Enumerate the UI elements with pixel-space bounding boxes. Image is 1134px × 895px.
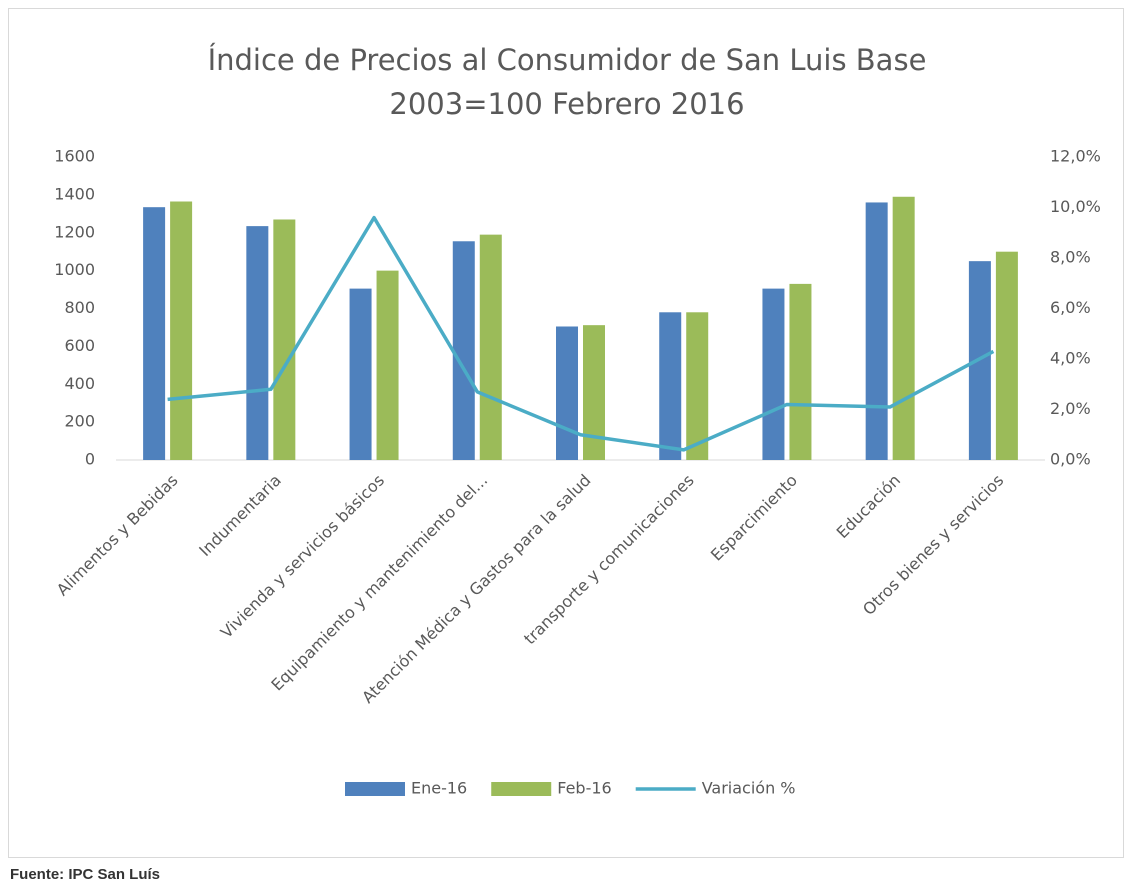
x-tick-label: Educación: [833, 471, 905, 543]
x-tick-label: Vivienda y servicios básicos: [217, 471, 388, 642]
line: [167, 215, 995, 452]
bar: [479, 234, 502, 460]
bar: [452, 241, 475, 460]
y-tick-label: 400: [64, 374, 95, 393]
bar: [376, 270, 399, 460]
bar: [349, 288, 372, 460]
chart-title: Índice de Precios al Consumidor de San L…: [207, 43, 927, 121]
bar: [686, 312, 709, 460]
y2-tick-label: 8,0%: [1050, 248, 1091, 267]
chart-frame: [8, 8, 1124, 858]
x-tick-label: Equipamiento y mantenimiento del...: [267, 471, 491, 695]
y-tick-label: 200: [64, 412, 95, 431]
y2-tick-label: 4,0%: [1050, 349, 1091, 368]
bar: [273, 219, 296, 460]
bar: [659, 312, 682, 460]
bar: [865, 202, 888, 460]
y-tick-label: 800: [64, 298, 95, 317]
bar: [246, 226, 269, 460]
bar: [143, 207, 166, 460]
x-tick-label: Atención Médica y Gastos para la salud: [358, 471, 594, 707]
bar: [789, 283, 812, 460]
x-tick-label: Alimentos y Bebidas: [53, 471, 182, 600]
y2-tick-label: 6,0%: [1050, 298, 1091, 317]
bar: [892, 196, 915, 461]
y-tick-label: 1600: [54, 147, 95, 166]
bar: [170, 201, 193, 461]
legend-label: Ene-16: [411, 779, 467, 798]
x-tick-label: transporte y comunicaciones: [520, 471, 698, 649]
y2-tick-label: 12,0%: [1050, 147, 1101, 166]
y-tick-label: 1400: [54, 184, 95, 203]
x-tick-label: Esparcimiento: [707, 471, 801, 565]
bar: [762, 288, 785, 460]
y2-tick-label: 0,0%: [1050, 450, 1091, 469]
y-tick-label: 600: [64, 336, 95, 355]
bar: [583, 325, 605, 460]
x-tick-label: Indumentaria: [195, 471, 285, 561]
y-tick-label: 0: [85, 450, 95, 469]
y2-tick-label: 2,0%: [1050, 399, 1091, 418]
legend-label: Feb-16: [557, 779, 611, 798]
bar: [995, 251, 1018, 460]
y-tick-label: 1000: [54, 260, 95, 279]
source-note: Fuente: IPC San Luís: [10, 866, 161, 883]
y-tick-label: 1200: [54, 222, 95, 241]
bar: [556, 326, 578, 460]
legend-label: Variación %: [702, 779, 796, 798]
legend-swatch: [491, 782, 552, 796]
legend-swatch: [345, 782, 405, 796]
y2-tick-label: 10,0%: [1050, 197, 1101, 216]
